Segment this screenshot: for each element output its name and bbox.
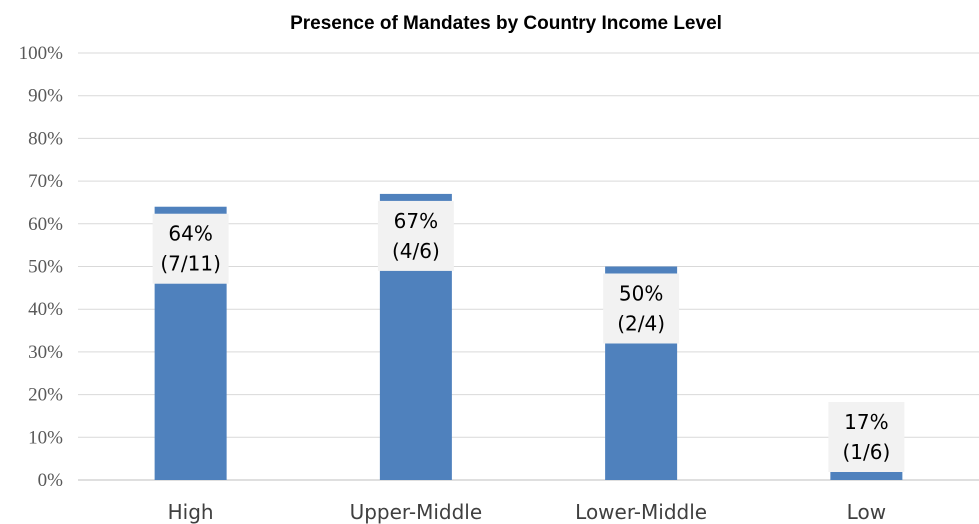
data-label: (1/6)	[842, 440, 890, 464]
y-tick-label: 90%	[28, 86, 63, 107]
y-tick-label: 10%	[28, 427, 63, 448]
y-tick-label: 60%	[28, 214, 63, 235]
y-tick-label: 100%	[19, 43, 64, 64]
x-axis-ticks: High Upper-Middle Lower-Middle Low	[168, 500, 886, 524]
data-label: (2/4)	[617, 312, 665, 336]
x-tick-label: Low	[847, 500, 886, 524]
data-label: 64%	[168, 222, 212, 246]
data-label: (7/11)	[160, 252, 221, 276]
data-label-box	[152, 213, 229, 284]
x-tick-label: High	[168, 500, 214, 524]
y-tick-label: 40%	[28, 299, 63, 320]
x-tick-label: Lower-Middle	[575, 500, 707, 524]
y-tick-label: 30%	[28, 342, 63, 363]
x-tick-label: Upper-Middle	[350, 500, 483, 524]
data-label-box	[603, 273, 680, 344]
data-labels: 64% (7/11) 67% (4/6) 50% (2/4) 17% (1/6)	[152, 200, 905, 472]
data-label: 67%	[394, 209, 438, 233]
data-label: (4/6)	[392, 239, 440, 263]
data-label: 50%	[619, 282, 663, 306]
y-axis-ticks: 0% 10% 20% 30% 40% 50% 60% 70% 80% 90% 100%	[19, 43, 64, 491]
y-tick-label: 50%	[28, 257, 63, 278]
y-tick-label: 0%	[38, 470, 64, 491]
chart-title: Presence of Mandates by Country Income L…	[290, 13, 722, 34]
y-tick-label: 80%	[28, 128, 63, 149]
data-label-box	[828, 402, 905, 472]
data-label-box	[377, 200, 454, 271]
y-tick-label: 20%	[28, 385, 63, 406]
y-tick-label: 70%	[28, 171, 63, 192]
data-label: 17%	[844, 410, 888, 434]
